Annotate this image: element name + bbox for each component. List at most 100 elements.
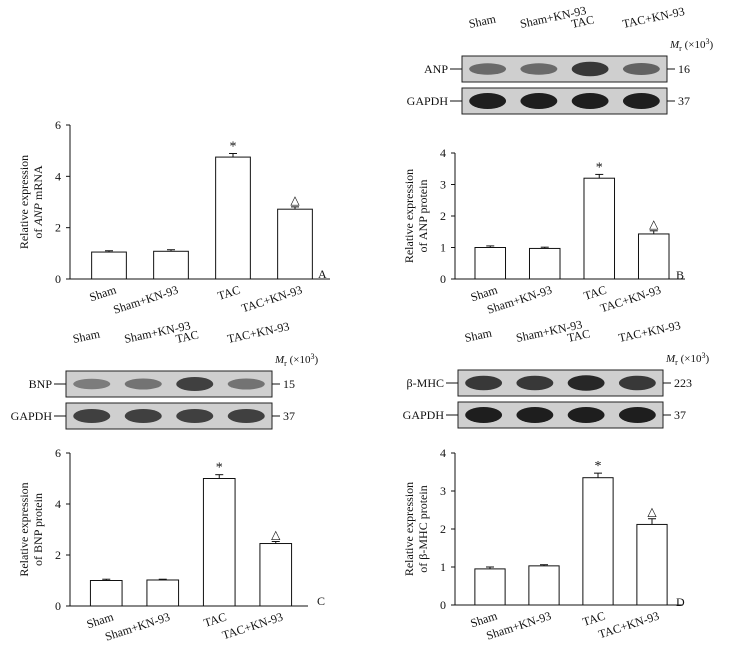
- panel-b: 0 1 2 3 4 Relative expressionof ANP protein * △…: [402, 3, 713, 316]
- blot-band: [469, 93, 507, 109]
- blot-lane-label: TAC+KN-93: [226, 319, 291, 346]
- y-tick-label: 4: [440, 446, 446, 460]
- blot-name: GAPDH: [403, 408, 445, 422]
- blot-lane-label: TAC: [566, 326, 591, 344]
- blot-name: BNP: [29, 377, 53, 391]
- significance-marker: *: [230, 139, 237, 154]
- y-tick-label: 4: [440, 146, 446, 160]
- x-tick-label: TAC+KN-93: [597, 609, 661, 642]
- y-tick-label: 2: [440, 522, 446, 536]
- blot-band: [622, 63, 660, 75]
- x-tick-label: TAC+KN-93: [598, 283, 662, 316]
- bar-4: [259, 543, 293, 607]
- blot-band: [520, 93, 558, 109]
- blot-band: [176, 377, 214, 391]
- y-axis-label: Relative expressionof β-MHC protein: [402, 482, 430, 576]
- significance-marker: *: [595, 459, 602, 474]
- y-tick-label: 0: [440, 598, 446, 612]
- blot-band: [124, 378, 162, 390]
- blot-band: [465, 407, 503, 423]
- blot-mw: 37: [283, 409, 295, 423]
- bar-1: [474, 247, 507, 280]
- y-tick-label: 2: [55, 221, 61, 235]
- y-tick-label: 0: [55, 599, 61, 613]
- panel-label: C: [317, 594, 325, 608]
- significance-marker: *: [596, 160, 603, 175]
- blot-lane-label: TAC: [174, 327, 199, 345]
- blot-band: [516, 407, 554, 423]
- blot-mw: 37: [678, 94, 690, 108]
- bar-1: [91, 251, 127, 280]
- blot-band: [618, 375, 656, 391]
- blot-band: [465, 375, 503, 391]
- blot-lane-label: TAC+KN-93: [617, 318, 682, 345]
- blot-band: [73, 409, 111, 423]
- panel-a: 0 2 4 6 Relative expressionof ANP mRNA * △ Sham…: [17, 118, 330, 317]
- y-axis-label: Relative expressionof BNP protein: [17, 482, 45, 576]
- x-tick-label: TAC: [216, 283, 242, 303]
- blot-name: GAPDH: [11, 409, 53, 423]
- blot-band: [176, 409, 214, 423]
- y-tick-label: 6: [55, 446, 61, 460]
- blot-band: [227, 378, 265, 390]
- bar-4: [637, 233, 670, 280]
- blot-band: [622, 93, 660, 109]
- bar-4: [636, 523, 668, 606]
- y-tick-label: 4: [55, 169, 61, 183]
- y-tick-label: 1: [440, 241, 446, 255]
- x-tick-label: Sham+KN-93: [111, 283, 179, 317]
- bar-3: [583, 177, 616, 280]
- x-tick-label: TAC: [582, 283, 608, 303]
- bar-2: [528, 247, 561, 280]
- blot-name: ANP: [424, 62, 448, 76]
- blot-lane-label: TAC+KN-93: [621, 4, 686, 31]
- blot-name: GAPDH: [407, 94, 449, 108]
- blot-band: [124, 409, 162, 423]
- bar-4: [277, 208, 313, 280]
- blot-lane-label: TAC: [570, 12, 595, 30]
- bar-1: [474, 568, 506, 606]
- blot-band: [227, 409, 265, 423]
- blot-mw: 15: [283, 377, 295, 391]
- y-tick-label: 6: [55, 118, 61, 132]
- blot-band: [567, 375, 605, 391]
- blot-lane-label: Sham: [463, 325, 493, 345]
- blot-band: [469, 63, 507, 75]
- y-tick-label: 3: [440, 178, 446, 192]
- blot-mw: 223: [674, 376, 692, 390]
- y-tick-label: 0: [440, 272, 446, 286]
- blot-band: [516, 375, 554, 391]
- blot-band: [520, 63, 558, 75]
- bar-2: [153, 250, 189, 280]
- x-tick-label: TAC+KN-93: [220, 610, 284, 643]
- x-tick-label: Sham+KN-93: [103, 610, 171, 644]
- mr-label: Mr (×103): [669, 37, 713, 53]
- panel-d: 0 1 2 3 4 Relative expressionof β-MHC protein…: [402, 317, 709, 642]
- blot-band: [567, 407, 605, 423]
- y-tick-label: 4: [55, 497, 61, 511]
- bar-3: [582, 477, 614, 606]
- blot-band: [571, 61, 609, 77]
- y-tick-label: 2: [55, 548, 61, 562]
- x-tick-label: TAC: [202, 610, 228, 630]
- significance-marker: △: [290, 193, 300, 207]
- blot-band: [571, 93, 609, 109]
- panel-c: 0 2 4 6 Relative expressionof BNP protein * △ S…: [11, 318, 325, 643]
- y-axis-label: Relative expressionof ANP mRNA: [17, 155, 45, 249]
- significance-marker: △: [271, 527, 281, 541]
- blot-mw: 16: [678, 62, 690, 76]
- y-tick-label: 3: [440, 484, 446, 498]
- bar-1: [89, 580, 123, 607]
- bar-2: [146, 579, 180, 607]
- y-tick-label: 1: [440, 560, 446, 574]
- x-tick-label: TAC+KN-93: [240, 283, 304, 316]
- mr-label: Mr (×103): [665, 351, 709, 367]
- significance-marker: △: [649, 217, 659, 231]
- blot-lane-label: Sham: [467, 11, 497, 31]
- significance-marker: △: [647, 505, 657, 519]
- y-tick-label: 2: [440, 209, 446, 223]
- y-axis-label: Relative expressionof ANP protein: [402, 169, 430, 263]
- bar-3: [202, 478, 236, 607]
- blot-name: β-MHC: [407, 376, 444, 390]
